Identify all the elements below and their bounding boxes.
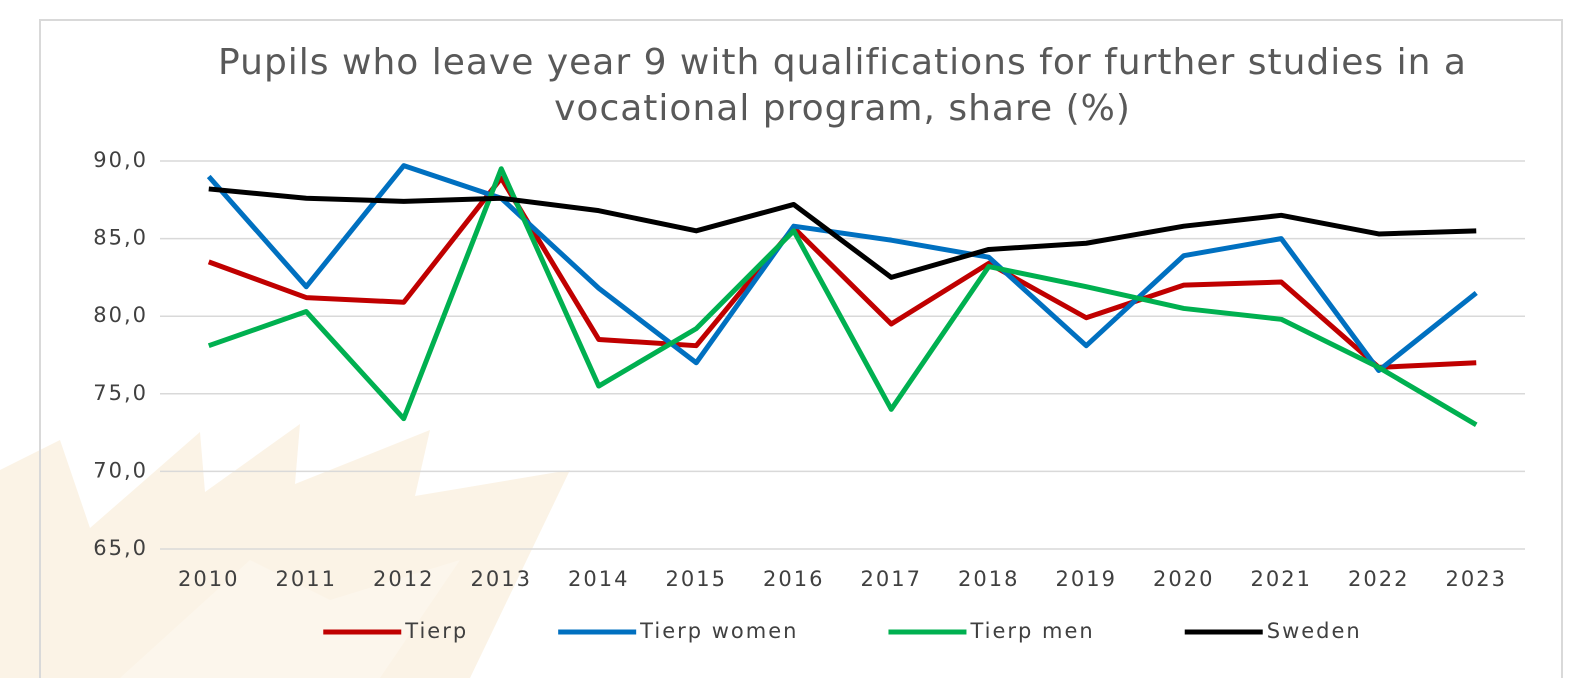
series-line [207,175,1477,370]
series-line [206,163,1478,374]
y-tick-label: 70,0 [93,458,148,482]
x-tick-label: 2016 [763,567,824,591]
y-tick-label: 75,0 [93,381,148,405]
x-tick-label: 2015 [666,567,727,591]
x-tick-label: 2017 [861,567,922,591]
x-tick-label: 2011 [276,567,337,591]
x-tick-label: 2022 [1348,567,1409,591]
legend-label: Sweden [1267,619,1362,643]
x-tick-label: 2014 [568,567,629,591]
legend-label: Tierp women [639,619,798,643]
y-tick-label: 80,0 [93,303,148,327]
y-tick-label: 65,0 [93,536,148,560]
x-tick-label: 2018 [958,567,1019,591]
x-tick-label: 2019 [1056,567,1117,591]
y-tick-label: 90,0 [93,148,148,172]
chart-border [39,19,1563,678]
legend-label: Tierp [404,619,468,643]
x-tick-label: 2013 [471,567,532,591]
x-tick-label: 2012 [373,567,434,591]
x-tick-label: 2010 [178,567,239,591]
legend-label: Tierp men [969,619,1094,643]
x-tick-label: 2020 [1153,567,1214,591]
background-decoration [0,424,570,678]
background-decoration [120,560,460,678]
series-line [208,186,1477,280]
y-tick-label: 85,0 [93,226,148,250]
series-line [207,166,1478,427]
chart-title: Pupils who leave year 9 with qualificati… [218,42,1467,129]
x-tick-label: 2023 [1446,567,1507,591]
x-tick-label: 2021 [1251,567,1312,591]
